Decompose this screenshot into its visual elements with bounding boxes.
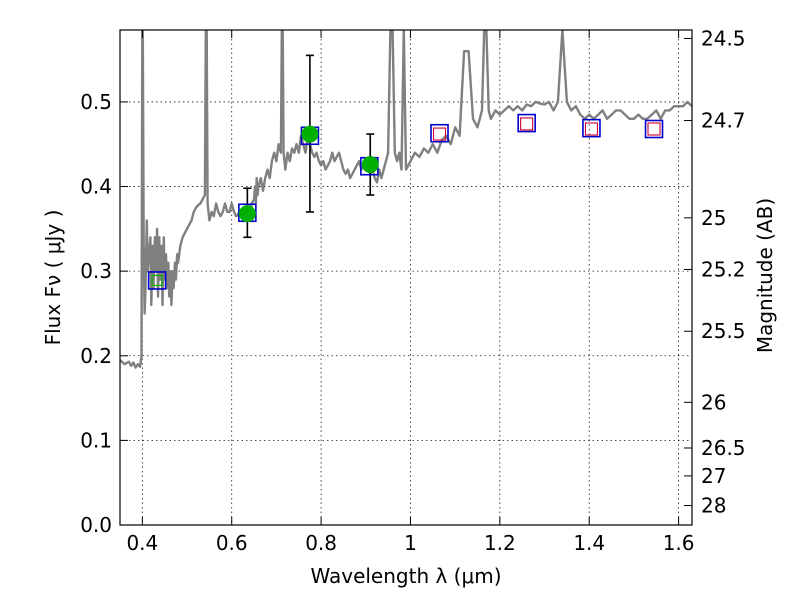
y-tick-label: 0.3	[80, 259, 112, 283]
model-box-marker	[517, 113, 536, 133]
grid-lines	[120, 30, 692, 525]
model-spectrum-layer	[120, 30, 692, 369]
model-spectrum-line	[120, 30, 692, 369]
axis-ticks	[120, 30, 692, 526]
x-tick-label: 0.4	[126, 531, 158, 555]
prediction-box-marker	[432, 127, 447, 141]
x-tick-label: 1	[404, 531, 417, 555]
axis-tick-labels: 0.4 0.6 0.8 1 1.2 1.4 1.6 0.0 0.1 0.2 0.3 0.4 0.5 24.…	[80, 26, 745, 555]
plot-frame	[119, 29, 693, 526]
y2-tick-label: 28	[701, 494, 726, 518]
y-tick-label: 0.0	[80, 513, 112, 537]
y2-tick-label: 27	[701, 464, 726, 488]
observed-point	[361, 156, 379, 174]
y2-tick-label: 25	[701, 206, 726, 230]
x-tick-label: 1.6	[663, 531, 695, 555]
model-box-marker	[430, 123, 449, 143]
y2-axis-label: Magnitude (AB)	[753, 198, 777, 353]
x-axis-label: Wavelength λ (μm)	[310, 564, 501, 588]
errorbar-layer	[243, 54, 375, 239]
upper-limit-marker	[151, 274, 163, 287]
y-tick-label: 0.2	[80, 344, 112, 368]
y2-tick-label: 25.2	[701, 257, 746, 281]
y2-tick-label: 25.5	[701, 319, 746, 343]
y2-tick-label: 24.7	[701, 109, 746, 133]
marker-layer	[147, 113, 664, 290]
y-tick-label: 0.4	[80, 175, 112, 199]
y2-tick-label: 26	[701, 390, 726, 414]
y-axis-label: Flux Fν ( μJy )	[41, 210, 65, 346]
prediction-box-marker	[520, 117, 534, 131]
model-box-marker	[582, 118, 601, 138]
x-tick-label: 0.8	[305, 531, 337, 555]
model-box-marker	[147, 271, 167, 290]
x-tick-label: 1.2	[484, 531, 516, 555]
prediction-box-marker	[647, 122, 661, 136]
y-tick-label: 0.1	[80, 428, 112, 452]
observed-point	[238, 205, 256, 223]
model-box-marker	[644, 119, 664, 139]
prediction-box-marker	[584, 122, 599, 136]
y-tick-label: 0.5	[80, 90, 112, 114]
x-tick-label: 0.6	[216, 531, 248, 555]
y2-tick-label: 26.5	[701, 436, 746, 460]
x-tick-label: 1.4	[573, 531, 605, 555]
observed-point	[301, 125, 319, 143]
y2-tick-label: 24.5	[701, 26, 746, 50]
